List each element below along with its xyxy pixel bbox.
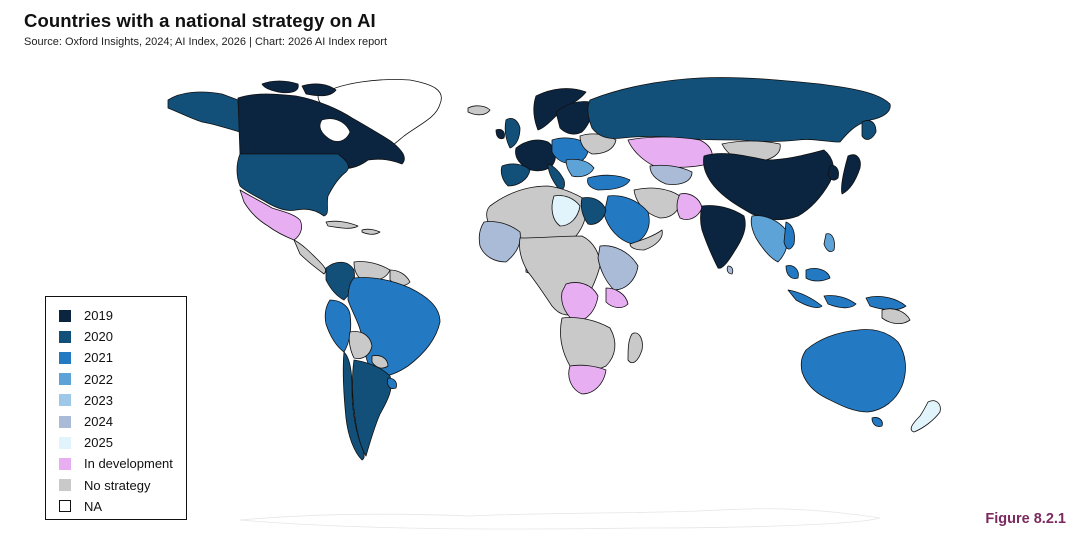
region-iberia <box>500 163 531 187</box>
region-philippines <box>823 233 835 252</box>
region-central-europe <box>551 137 589 165</box>
region-uk <box>504 118 521 149</box>
legend-item: 2019 <box>59 305 176 326</box>
region-china <box>703 149 834 220</box>
region-south-africa <box>568 364 607 395</box>
region-iceland <box>467 105 491 116</box>
map-legend: 2019 2020 2021 2022 2023 2024 2025 In de… <box>45 296 187 520</box>
region-southern-africa <box>560 317 616 371</box>
chart-title: Countries with a national strategy on AI <box>24 10 376 31</box>
region-australia <box>800 329 906 413</box>
region-usa <box>236 153 349 217</box>
legend-label: In development <box>84 456 173 472</box>
legend-swatch <box>59 373 71 386</box>
region-saudi-arabia <box>603 195 650 245</box>
legend-swatch <box>59 309 71 322</box>
legend-label: 2024 <box>84 414 113 430</box>
legend-swatch <box>59 457 71 470</box>
region-kamchatka <box>861 120 877 140</box>
legend-swatch <box>59 479 71 492</box>
legend-swatch <box>59 330 71 343</box>
legend-swatch <box>59 415 71 428</box>
legend-item: In development <box>59 453 176 474</box>
legend-label: 2025 <box>84 435 113 451</box>
region-india <box>700 205 746 269</box>
region-turkey <box>587 174 631 191</box>
region-sri-lanka <box>726 265 734 275</box>
region-peru <box>324 299 352 353</box>
region-pakistan <box>676 193 703 220</box>
region-cuba <box>325 220 359 229</box>
legend-item: No strategy <box>59 475 176 496</box>
legend-swatch <box>59 436 71 449</box>
region-new-zealand <box>910 400 941 433</box>
region-malaysia <box>785 265 831 282</box>
region-russia <box>587 77 891 143</box>
region-papua <box>881 308 911 324</box>
region-alaska <box>167 91 241 133</box>
region-tanzania <box>605 287 629 308</box>
region-indonesia <box>787 289 907 311</box>
legend-label: 2019 <box>84 308 113 324</box>
legend-item: 2025 <box>59 432 176 453</box>
region-east-africa <box>597 245 639 291</box>
region-bolivia <box>348 331 373 359</box>
region-yemen-oman <box>629 229 663 251</box>
legend-item: 2020 <box>59 326 176 347</box>
legend-item: 2021 <box>59 347 176 368</box>
region-kazakhstan <box>627 136 713 168</box>
legend-label: NA <box>84 498 103 514</box>
legend-item: 2024 <box>59 411 176 432</box>
region-tasmania <box>871 417 883 427</box>
region-uruguay <box>387 377 397 389</box>
region-southeast-asia <box>750 215 788 263</box>
legend-swatch <box>59 394 71 407</box>
region-central-america <box>293 239 326 275</box>
region-drc <box>561 282 599 323</box>
region-italy <box>547 163 565 190</box>
chart-subtitle: Source: Oxford Insights, 2024; AI Index,… <box>24 36 388 48</box>
region-canada-islands <box>261 80 337 97</box>
region-vietnam <box>783 221 795 250</box>
legend-swatch <box>59 351 71 364</box>
legend-item: 2022 <box>59 369 176 390</box>
region-madagascar <box>627 332 643 364</box>
region-balkans <box>565 158 595 178</box>
region-west-africa <box>478 221 521 263</box>
region-brazil <box>347 277 441 377</box>
region-mexico <box>239 189 302 241</box>
region-ireland <box>495 129 505 140</box>
legend-item: NA <box>59 496 176 517</box>
region-argentina <box>352 359 392 457</box>
legend-label: No strategy <box>84 477 151 493</box>
region-antarctica <box>239 508 881 530</box>
region-chile <box>342 351 365 461</box>
legend-label: 2022 <box>84 371 113 387</box>
legend-label: 2020 <box>84 329 113 345</box>
region-paraguay <box>371 355 389 369</box>
legend-item: 2023 <box>59 390 176 411</box>
legend-label: 2023 <box>84 392 113 408</box>
region-korea <box>827 165 839 181</box>
region-libya <box>551 195 581 227</box>
region-hispaniola <box>361 228 381 235</box>
region-egypt <box>580 197 607 225</box>
legend-swatch <box>59 500 71 513</box>
region-central-asia <box>649 164 693 185</box>
figure-label: Figure 8.2.1 <box>985 511 1066 527</box>
region-hudson-bay <box>319 118 351 142</box>
region-japan <box>841 154 861 195</box>
legend-label: 2021 <box>84 350 113 366</box>
